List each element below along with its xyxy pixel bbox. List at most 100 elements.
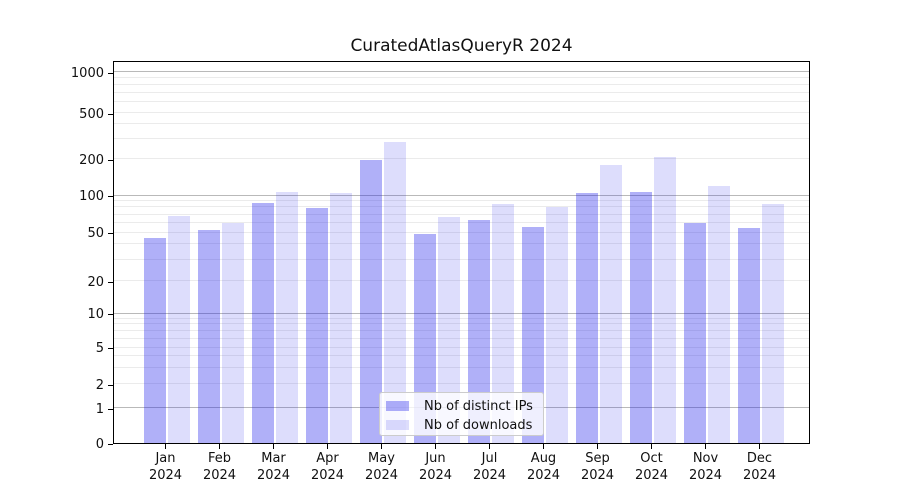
bar-distinct-ips-oct xyxy=(629,191,652,443)
x-tick-mark-aug xyxy=(543,444,544,449)
y-tick-mark-50 xyxy=(108,233,113,234)
gridline-700 xyxy=(114,92,809,94)
x-tick-mark-may xyxy=(381,444,382,449)
y-tick-label-200: 200 xyxy=(79,152,104,168)
bar-distinct-ips-mar xyxy=(251,202,274,443)
gridline-5 xyxy=(114,346,809,348)
x-tick-mark-jun xyxy=(435,444,436,449)
gridline-600 xyxy=(114,101,809,103)
gridline-3 xyxy=(114,366,809,368)
x-tick-label-nov: Nov 2024 xyxy=(688,451,723,483)
x-tick-label-apr: Apr 2024 xyxy=(310,451,345,483)
x-tick-label-oct: Oct 2024 xyxy=(634,451,669,483)
y-tick-mark-10 xyxy=(108,314,113,315)
x-tick-mark-nov xyxy=(705,444,706,449)
x-tick-mark-oct xyxy=(651,444,652,449)
gridline-70 xyxy=(114,213,809,215)
gridline-8 xyxy=(114,323,809,325)
bar-downloads-feb xyxy=(221,222,244,443)
x-tick-label-jun: Jun 2024 xyxy=(418,451,453,483)
y-tick-mark-20 xyxy=(108,281,113,283)
gridline-80 xyxy=(114,206,809,208)
gridline-20 xyxy=(114,280,809,281)
x-tick-label-aug: Aug 2024 xyxy=(526,451,561,483)
bar-downloads-jun xyxy=(437,216,460,443)
gridline-900 xyxy=(114,77,809,79)
gridline-100 xyxy=(114,194,809,196)
bar-distinct-ips-aug xyxy=(521,227,544,443)
bar-downloads-aug xyxy=(545,206,568,443)
legend-item-distinct-ips: Nb of distinct IPs xyxy=(386,397,543,415)
legend-label-distinct-ips: Nb of distinct IPs xyxy=(424,398,533,414)
bar-downloads-may xyxy=(383,142,406,443)
bar-distinct-ips-jul xyxy=(467,220,490,443)
bar-downloads-mar xyxy=(275,192,298,443)
x-tick-mark-sep xyxy=(597,444,598,449)
gridline-4 xyxy=(114,355,809,357)
x-tick-label-may: May 2024 xyxy=(364,451,399,483)
gridline-200 xyxy=(114,158,809,159)
y-tick-label-2: 2 xyxy=(95,377,104,393)
bar-distinct-ips-may xyxy=(359,159,382,443)
chart-title: CuratedAtlasQueryR 2024 xyxy=(350,36,573,56)
y-tick-mark-1000 xyxy=(108,72,113,74)
bar-distinct-ips-jan xyxy=(143,238,166,443)
legend: Nb of distinct IPs Nb of downloads xyxy=(379,392,544,436)
x-tick-label-dec: Dec 2024 xyxy=(742,451,777,483)
gridline-7 xyxy=(114,330,809,331)
x-tick-mark-feb xyxy=(219,444,220,449)
y-tick-label-100: 100 xyxy=(79,189,104,204)
bar-downloads-sep xyxy=(599,165,622,443)
bar-downloads-dec xyxy=(761,203,784,443)
x-tick-label-mar: Mar 2024 xyxy=(256,451,291,483)
bar-distinct-ips-nov xyxy=(683,222,706,443)
legend-swatch-downloads xyxy=(386,420,409,430)
gridline-500 xyxy=(114,112,809,113)
legend-label-downloads: Nb of downloads xyxy=(424,417,533,433)
y-tick-label-500: 500 xyxy=(79,106,104,122)
bar-distinct-ips-feb xyxy=(197,230,220,443)
y-tick-mark-100 xyxy=(108,196,113,197)
gridline-1000 xyxy=(114,71,809,72)
x-tick-mark-jan xyxy=(165,444,166,449)
y-tick-mark-200 xyxy=(108,159,113,161)
y-tick-mark-0 xyxy=(108,443,113,445)
legend-item-downloads: Nb of downloads xyxy=(386,416,543,434)
x-tick-label-jul: Jul 2024 xyxy=(472,451,507,483)
gridline-2 xyxy=(114,383,809,384)
bar-downloads-jan xyxy=(167,216,190,443)
x-tick-label-sep: Sep 2024 xyxy=(580,451,615,483)
gridline-30 xyxy=(114,258,809,260)
gridline-60 xyxy=(114,221,809,223)
gridline-800 xyxy=(114,84,809,86)
y-tick-mark-5 xyxy=(108,348,113,349)
y-tick-label-0: 0 xyxy=(95,436,104,452)
plot-area xyxy=(113,61,810,444)
bar-downloads-oct xyxy=(653,156,676,443)
y-tick-label-10: 10 xyxy=(87,307,104,322)
x-tick-label-jan: Jan 2024 xyxy=(148,451,183,483)
bar-downloads-jul xyxy=(491,203,514,443)
bar-downloads-nov xyxy=(707,185,730,443)
y-tick-label-1000: 1000 xyxy=(70,65,104,81)
x-tick-mark-jul xyxy=(489,444,490,449)
y-tick-label-1: 1 xyxy=(95,401,104,417)
x-tick-mark-mar xyxy=(273,444,274,449)
gridline-50 xyxy=(114,231,809,233)
gridline-10 xyxy=(114,312,809,314)
y-tick-label-20: 20 xyxy=(87,274,104,290)
bar-distinct-ips-dec xyxy=(737,228,760,443)
bar-distinct-ips-apr xyxy=(305,208,328,443)
x-tick-mark-dec xyxy=(759,444,760,449)
gridline-400 xyxy=(114,123,809,125)
y-tick-label-50: 50 xyxy=(87,226,104,241)
gridline-6 xyxy=(114,337,809,339)
bar-distinct-ips-jun xyxy=(413,233,436,443)
y-tick-mark-1 xyxy=(108,408,113,410)
y-tick-mark-2 xyxy=(108,384,113,386)
gridline-9 xyxy=(114,317,809,319)
gridline-300 xyxy=(114,137,809,139)
y-tick-label-5: 5 xyxy=(95,341,104,356)
bar-distinct-ips-sep xyxy=(575,192,598,443)
legend-swatch-distinct-ips xyxy=(386,401,409,411)
